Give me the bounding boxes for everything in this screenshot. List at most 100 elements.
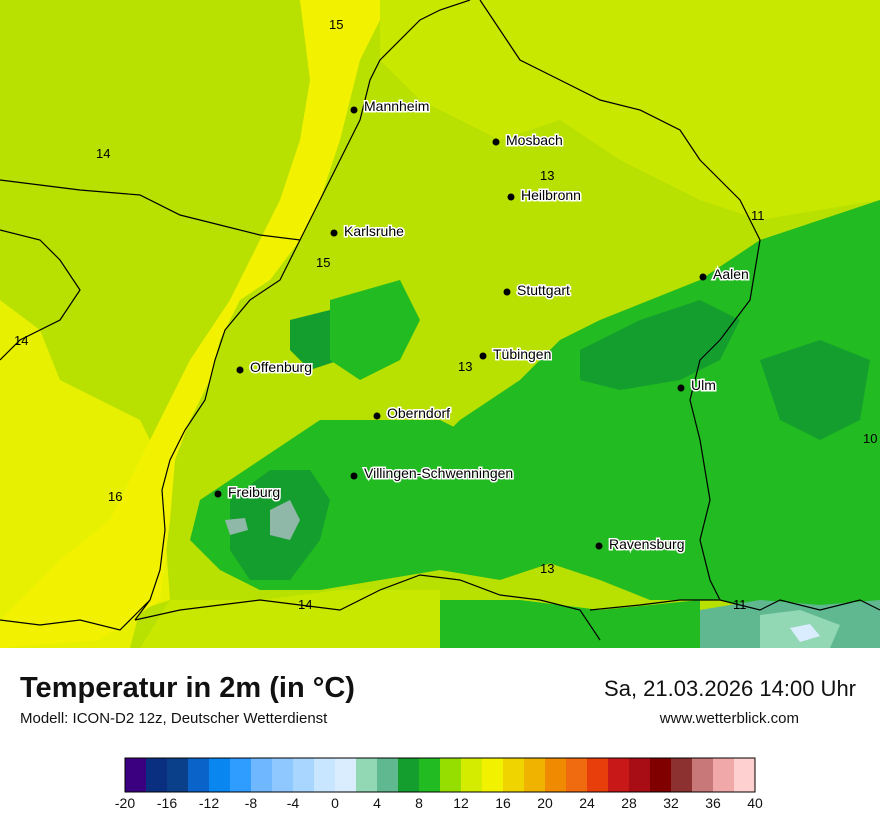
legend-tick-label: 4 — [373, 795, 381, 811]
city-ulm: Ulm — [677, 376, 717, 395]
legend-swatch — [608, 758, 630, 792]
temperature-map: Mannheim Mosbach Heilbronn Karlsruhe Stu… — [0, 0, 880, 648]
city-offenburg: Offenburg — [236, 358, 314, 377]
legend-swatch — [482, 758, 504, 792]
legend-tick-label: 28 — [621, 795, 637, 811]
legend-swatch — [125, 758, 147, 792]
city-label: Mannheim — [364, 98, 429, 114]
value-label: 11 — [751, 208, 765, 223]
map-title: Temperatur in 2m (in °C) — [20, 672, 355, 704]
city-stuttgart: Stuttgart — [503, 281, 572, 300]
city-mannheim: Mannheim — [350, 97, 431, 116]
value-label: 14 — [96, 146, 110, 161]
city-label: Heilbronn — [521, 187, 581, 203]
city-layer: Mannheim Mosbach Heilbronn Karlsruhe Stu… — [214, 97, 750, 554]
yellow-green-north — [380, 0, 880, 220]
city-karlsruhe: Karlsruhe — [330, 222, 406, 241]
temperature-fields — [0, 0, 880, 648]
forecast-datetime: Sa, 21.03.2026 14:00 Uhr — [604, 676, 856, 701]
legend-tick-label: -8 — [245, 795, 258, 811]
city-villingen: Villingen-Schwenningen — [350, 464, 515, 483]
value-label: 14 — [14, 333, 28, 348]
value-label: 15 — [316, 255, 330, 270]
legend-swatch — [524, 758, 546, 792]
border-west-tail — [0, 229, 81, 361]
legend-swatch — [566, 758, 588, 792]
legend-swatch — [209, 758, 231, 792]
city-freiburg: Freiburg — [214, 483, 282, 502]
legend-swatch — [272, 758, 294, 792]
legend-swatch — [293, 758, 315, 792]
legend-tick-label: 16 — [495, 795, 511, 811]
city-ravensburg: Ravensburg — [595, 535, 686, 554]
legend-tick-label: -12 — [199, 795, 219, 811]
legend-tick-label: 40 — [747, 795, 763, 811]
city-heilbronn: Heilbronn — [507, 186, 582, 205]
legend-tick-label: -4 — [287, 795, 300, 811]
city-mosbach: Mosbach — [492, 131, 564, 150]
city-label: Stuttgart — [517, 282, 570, 298]
city-label: Mosbach — [506, 132, 563, 148]
legend-tick-label: 8 — [415, 795, 423, 811]
value-labels: 15 14 13 11 15 14 13 10 16 13 14 11 — [14, 17, 877, 612]
green-mid — [330, 280, 420, 380]
value-label: 13 — [458, 359, 472, 374]
legend-tick-label: 24 — [579, 795, 595, 811]
state-border-east — [479, 0, 761, 601]
city-label: Villingen-Schwenningen — [364, 465, 513, 481]
legend-swatch — [398, 758, 420, 792]
legend-swatch — [419, 758, 441, 792]
city-label: Offenburg — [250, 359, 312, 375]
legend-swatch — [230, 758, 252, 792]
yellow-green-south — [140, 590, 440, 648]
city-label: Oberndorf — [387, 405, 450, 421]
cool-spot-alps-3 — [790, 624, 820, 642]
value-label: 10 — [863, 431, 877, 446]
legend-swatch — [587, 758, 609, 792]
city-label: Ulm — [691, 377, 716, 393]
legend-swatch — [629, 758, 651, 792]
legend-tick-label: -20 — [115, 795, 135, 811]
model-subtitle: Modell: ICON-D2 12z, Deutscher Wetterdie… — [20, 710, 328, 727]
color-legend: -20 -16 -12 -8 -4 0 4 8 12 16 20 24 28 32 36 40 — [115, 757, 763, 811]
legend-swatch — [650, 758, 672, 792]
city-label: Freiburg — [228, 484, 280, 500]
city-label: Aalen — [713, 266, 749, 282]
dark-green-east — [580, 300, 740, 390]
legend-frame — [124, 757, 756, 793]
legend-tick-label: 20 — [537, 795, 553, 811]
legend-swatch — [251, 758, 273, 792]
legend-swatch — [734, 758, 756, 792]
cool-spot-forest — [270, 500, 300, 540]
borders — [0, 0, 880, 641]
value-label: 16 — [108, 489, 122, 504]
legend-tick-label: -16 — [157, 795, 177, 811]
border-south — [134, 574, 601, 641]
city-label: Ravensburg — [609, 536, 685, 552]
website-link[interactable]: www.wetterblick.com — [659, 710, 799, 727]
warm-strip — [0, 0, 390, 648]
value-label: 14 — [298, 597, 312, 612]
legend-swatch — [356, 758, 378, 792]
legend-tick-label: 12 — [453, 795, 469, 811]
city-aalen: Aalen — [699, 265, 750, 284]
legend-swatch — [167, 758, 189, 792]
legend-swatch — [335, 758, 357, 792]
value-label: 13 — [540, 168, 554, 183]
city-label: Karlsruhe — [344, 223, 404, 239]
dark-green-east-2 — [760, 340, 870, 440]
cool-spot-forest-2 — [225, 518, 248, 535]
legend-swatch — [503, 758, 525, 792]
legend-swatch — [671, 758, 693, 792]
state-border-north — [0, 0, 471, 241]
legend-swatch — [377, 758, 399, 792]
value-label: 13 — [540, 561, 554, 576]
legend-swatch — [461, 758, 483, 792]
city-tuebingen: Tübingen — [479, 345, 553, 364]
legend-tick-label: 36 — [705, 795, 721, 811]
legend-swatch — [440, 758, 462, 792]
legend-tick-label: 32 — [663, 795, 679, 811]
legend-swatch — [314, 758, 336, 792]
legend-swatch — [713, 758, 735, 792]
legend-swatch — [692, 758, 714, 792]
